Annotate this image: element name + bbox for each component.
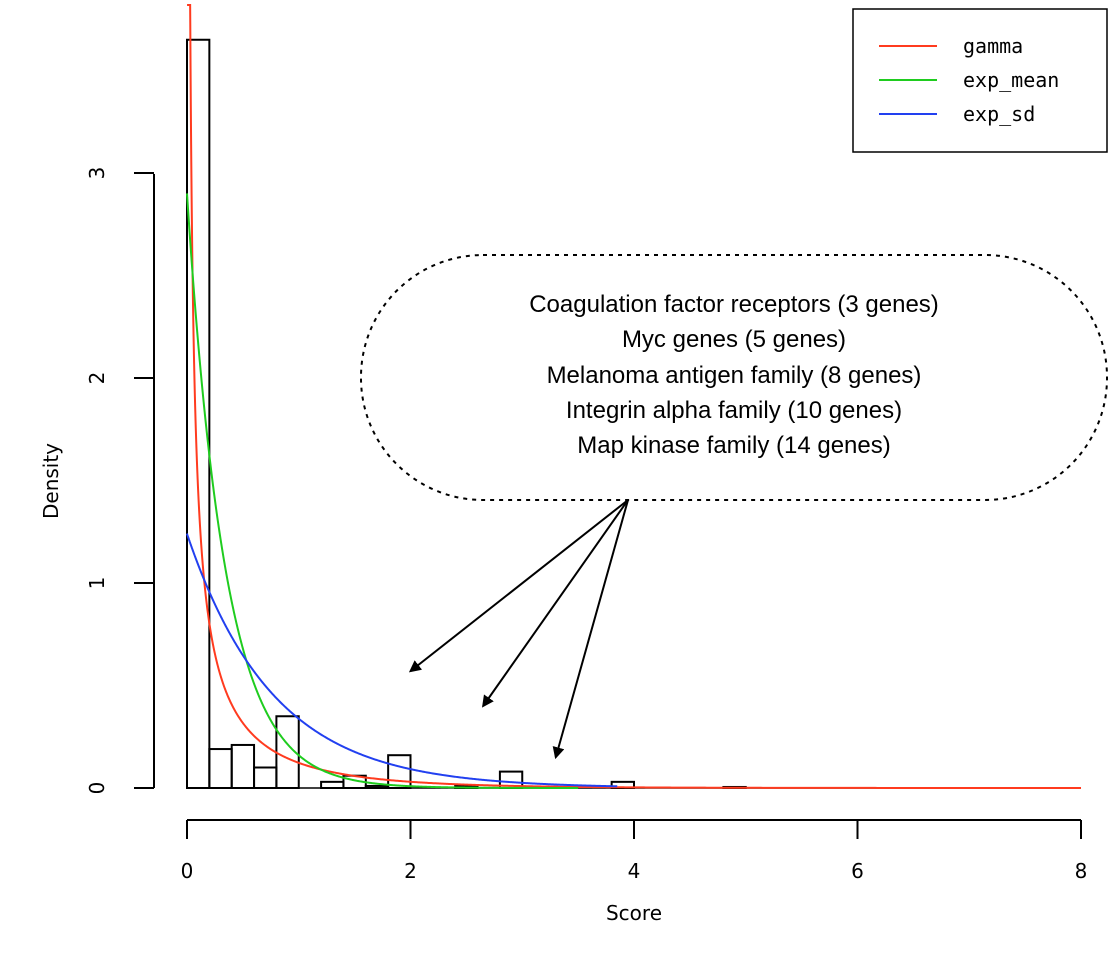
curve-exp-sd	[186, 533, 618, 788]
annotation-line: Integrin alpha family (10 genes)	[566, 397, 902, 424]
x-axis-label: Score	[606, 901, 662, 925]
histogram-bar	[320, 780, 345, 789]
x-tick-label: 6	[851, 859, 864, 883]
x-tick-label: 8	[1075, 859, 1088, 883]
legend-label-gamma: gamma	[963, 34, 1023, 58]
annotation: Coagulation factor receptors (3 genes) M…	[360, 254, 1108, 760]
y-axis: 0 1 2 3	[85, 167, 155, 795]
annotation-arrow	[408, 499, 629, 673]
fitted-curves	[186, 4, 1081, 789]
annotation-line: Coagulation factor receptors (3 genes)	[529, 291, 939, 318]
annotation-line: Myc genes (5 genes)	[622, 326, 846, 353]
curve-gamma	[187, 4, 1081, 789]
x-axis: 0 2 4 6 8	[181, 819, 1088, 883]
x-tick-label: 2	[404, 859, 417, 883]
annotation-arrow	[481, 499, 629, 708]
histogram-bar	[230, 743, 256, 790]
y-tick-label: 2	[85, 372, 109, 385]
y-axis-label: Density	[39, 443, 63, 519]
histogram-bar	[208, 748, 233, 789]
legend-label-exp-sd: exp_sd	[963, 102, 1035, 126]
x-tick-label: 0	[181, 859, 194, 883]
y-tick-label: 3	[85, 167, 109, 180]
annotation-bubble	[360, 254, 1108, 501]
histogram-bar	[253, 766, 278, 789]
curve-exp-mean	[186, 193, 579, 789]
x-tick-label: 4	[628, 859, 641, 883]
annotation-arrows	[408, 499, 629, 760]
y-tick-label: 1	[85, 577, 109, 590]
y-tick-label: 0	[85, 782, 109, 795]
legend: gamma exp_mean exp_sd	[852, 8, 1108, 153]
annotation-arrow	[552, 499, 629, 760]
annotation-line: Melanoma antigen family (8 genes)	[547, 362, 922, 389]
histogram-bar	[387, 754, 412, 790]
legend-label-exp-mean: exp_mean	[963, 68, 1059, 92]
annotation-line: Map kinase family (14 genes)	[577, 432, 890, 459]
